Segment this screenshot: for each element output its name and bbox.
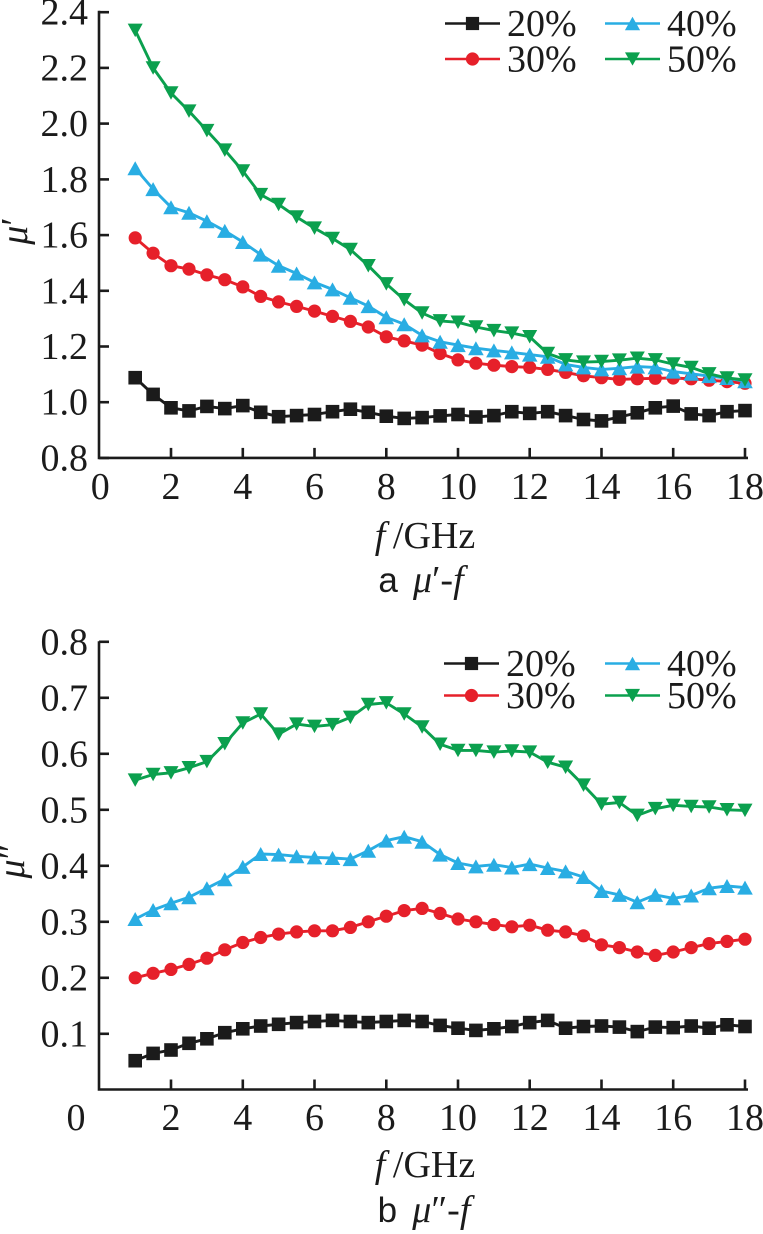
svg-text:12: 12 — [511, 1097, 549, 1139]
svg-text:1.6: 1.6 — [41, 215, 89, 257]
svg-text:2.0: 2.0 — [41, 103, 89, 145]
svg-text:16: 16 — [654, 466, 692, 508]
svg-text:6: 6 — [305, 466, 324, 508]
svg-text:18: 18 — [726, 1097, 763, 1139]
svg-text:12: 12 — [511, 466, 549, 508]
svg-text:b μ″-f: b μ″-f — [378, 1189, 475, 1231]
svg-text:1.8: 1.8 — [41, 159, 89, 201]
svg-text:20%: 20% — [507, 3, 577, 45]
svg-text:30%: 30% — [506, 675, 576, 717]
svg-text:40%: 40% — [667, 3, 737, 45]
svg-text:20%: 20% — [506, 643, 576, 685]
svg-text:14: 14 — [583, 1097, 621, 1139]
svg-text:1.0: 1.0 — [41, 382, 89, 424]
svg-text:4: 4 — [233, 1097, 252, 1139]
svg-text:10: 10 — [439, 466, 477, 508]
svg-text:2.4: 2.4 — [41, 0, 89, 34]
svg-text:1.4: 1.4 — [41, 270, 89, 312]
svg-text:f /GHz: f /GHz — [375, 515, 475, 557]
svg-text:2: 2 — [162, 1097, 181, 1139]
svg-text:0.8: 0.8 — [41, 438, 89, 480]
svg-text:40%: 40% — [667, 643, 737, 685]
svg-text:0.3: 0.3 — [41, 901, 89, 943]
svg-text:10: 10 — [439, 1097, 477, 1139]
svg-text:0.1: 0.1 — [41, 1013, 89, 1055]
svg-text:18: 18 — [726, 466, 763, 508]
svg-text:0.6: 0.6 — [41, 733, 89, 775]
svg-text:1.2: 1.2 — [41, 326, 89, 368]
svg-text:50%: 50% — [667, 675, 737, 717]
svg-text:0.2: 0.2 — [41, 957, 89, 999]
svg-text:0.5: 0.5 — [41, 789, 89, 831]
svg-text:0: 0 — [67, 1097, 86, 1139]
svg-text:0.4: 0.4 — [41, 845, 89, 887]
svg-text:8: 8 — [377, 1097, 396, 1139]
svg-text:2.2: 2.2 — [41, 47, 89, 89]
svg-text:4: 4 — [233, 466, 252, 508]
svg-text:0.8: 0.8 — [41, 621, 89, 663]
svg-text:14: 14 — [583, 466, 621, 508]
svg-text:μ″: μ″ — [0, 844, 33, 880]
svg-text:μ′: μ′ — [0, 217, 36, 245]
svg-text:50%: 50% — [667, 39, 737, 81]
svg-text:8: 8 — [377, 466, 396, 508]
svg-text:a μ′-f: a μ′-f — [378, 559, 468, 601]
svg-text:f /GHz: f /GHz — [375, 1144, 475, 1186]
svg-text:30%: 30% — [507, 39, 577, 81]
svg-text:2: 2 — [162, 466, 181, 508]
svg-text:16: 16 — [654, 1097, 692, 1139]
svg-text:0: 0 — [91, 466, 110, 508]
svg-text:6: 6 — [305, 1097, 324, 1139]
svg-text:0.7: 0.7 — [41, 677, 89, 719]
